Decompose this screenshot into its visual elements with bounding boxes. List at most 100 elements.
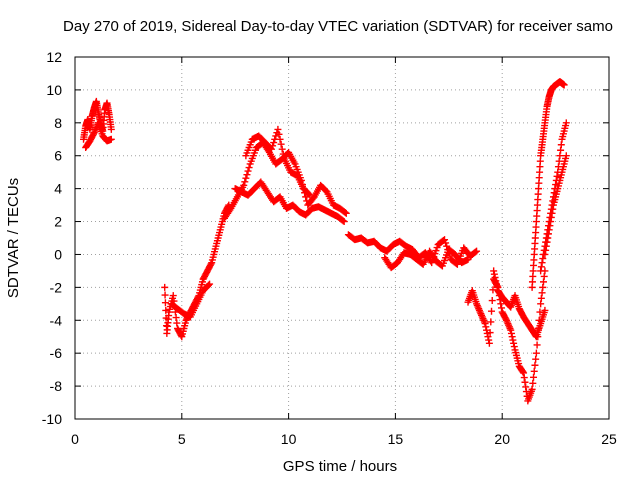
data-point bbox=[276, 135, 284, 143]
data-point bbox=[508, 333, 516, 341]
data-point bbox=[520, 374, 528, 382]
data-point bbox=[537, 267, 545, 275]
data-point bbox=[530, 373, 538, 381]
y-tick-label: -4 bbox=[50, 312, 63, 328]
data-point bbox=[528, 385, 536, 393]
data-point bbox=[473, 247, 481, 255]
data-point bbox=[542, 246, 550, 254]
axis-ticks bbox=[74, 56, 610, 420]
data-point bbox=[244, 167, 252, 175]
data-point bbox=[484, 333, 492, 341]
data-point bbox=[541, 250, 549, 258]
data-point bbox=[562, 152, 570, 160]
y-tick-label: -8 bbox=[50, 378, 63, 394]
x-tick-labels: 0 5 10 15 20 25 bbox=[71, 431, 617, 447]
data-point bbox=[556, 152, 564, 160]
data-point bbox=[537, 294, 545, 302]
data-point bbox=[485, 336, 493, 344]
data-point bbox=[557, 146, 565, 154]
data-point bbox=[488, 307, 496, 315]
data-point bbox=[206, 280, 214, 288]
data-point bbox=[539, 278, 547, 286]
data-point bbox=[486, 329, 494, 337]
data-point bbox=[339, 217, 347, 225]
y-tick-label: 10 bbox=[46, 82, 62, 98]
plot-frame bbox=[74, 56, 610, 420]
data-points bbox=[80, 78, 570, 405]
series-arc-14 bbox=[541, 152, 570, 258]
data-point bbox=[539, 255, 547, 263]
data-point bbox=[529, 379, 537, 387]
data-point bbox=[542, 242, 550, 250]
data-point bbox=[521, 378, 529, 386]
data-point bbox=[441, 236, 449, 244]
data-point bbox=[268, 145, 276, 153]
data-point bbox=[530, 367, 538, 375]
data-point bbox=[490, 267, 498, 275]
data-point bbox=[305, 190, 313, 198]
data-point bbox=[489, 286, 497, 294]
data-point bbox=[481, 320, 489, 328]
y-tick-label: -6 bbox=[50, 345, 63, 361]
y-tick-label: 8 bbox=[54, 115, 62, 131]
series-arc-2 bbox=[82, 119, 115, 151]
data-point bbox=[493, 280, 501, 288]
data-point bbox=[531, 361, 539, 369]
data-point bbox=[278, 145, 286, 153]
data-point bbox=[547, 218, 555, 226]
series-arc-6 bbox=[231, 178, 348, 226]
data-point bbox=[491, 273, 499, 281]
series-arc-12 bbox=[528, 78, 568, 291]
data-point bbox=[545, 226, 553, 234]
data-point bbox=[538, 289, 546, 297]
data-point bbox=[306, 191, 314, 199]
data-point bbox=[485, 339, 493, 347]
y-tick-label: 4 bbox=[54, 181, 62, 197]
series-arc-11 bbox=[490, 267, 549, 341]
data-point bbox=[161, 283, 169, 291]
data-point bbox=[562, 119, 570, 127]
data-point bbox=[275, 130, 283, 138]
data-point bbox=[270, 139, 278, 147]
x-tick-label: 20 bbox=[494, 431, 510, 447]
x-tick-label: 0 bbox=[71, 431, 79, 447]
data-point bbox=[557, 141, 565, 149]
data-point bbox=[464, 255, 472, 263]
data-point bbox=[497, 300, 505, 308]
data-point bbox=[560, 81, 568, 89]
y-tick-label: -10 bbox=[42, 411, 62, 427]
data-point bbox=[533, 341, 541, 349]
data-point bbox=[522, 383, 530, 391]
data-point bbox=[169, 292, 177, 300]
data-point bbox=[493, 283, 501, 291]
data-point bbox=[245, 164, 253, 172]
data-point bbox=[161, 291, 169, 299]
data-point bbox=[241, 178, 249, 186]
chart-title: Day 270 of 2019, Sidereal Day-to-day VTE… bbox=[63, 18, 613, 35]
data-point bbox=[487, 318, 495, 326]
data-point bbox=[342, 209, 350, 217]
data-point bbox=[538, 259, 546, 267]
x-tick-label: 10 bbox=[281, 431, 297, 447]
data-point bbox=[472, 248, 479, 256]
x-axis-label: GPS time / hours bbox=[283, 458, 397, 475]
data-point bbox=[172, 314, 180, 322]
x-tick-label: 5 bbox=[178, 431, 186, 447]
data-point bbox=[205, 281, 212, 289]
data-point bbox=[340, 218, 348, 226]
data-point bbox=[242, 174, 250, 182]
y-tick-label: 2 bbox=[54, 214, 62, 230]
data-point bbox=[532, 355, 540, 363]
data-point bbox=[274, 125, 282, 133]
data-point bbox=[540, 272, 548, 280]
data-point bbox=[107, 125, 115, 133]
data-point bbox=[510, 339, 518, 347]
data-point bbox=[243, 171, 251, 179]
data-point bbox=[546, 222, 554, 230]
data-point bbox=[279, 150, 287, 158]
data-point bbox=[107, 135, 115, 143]
data-point bbox=[173, 319, 181, 327]
data-point bbox=[492, 277, 500, 285]
data-point bbox=[507, 329, 515, 337]
